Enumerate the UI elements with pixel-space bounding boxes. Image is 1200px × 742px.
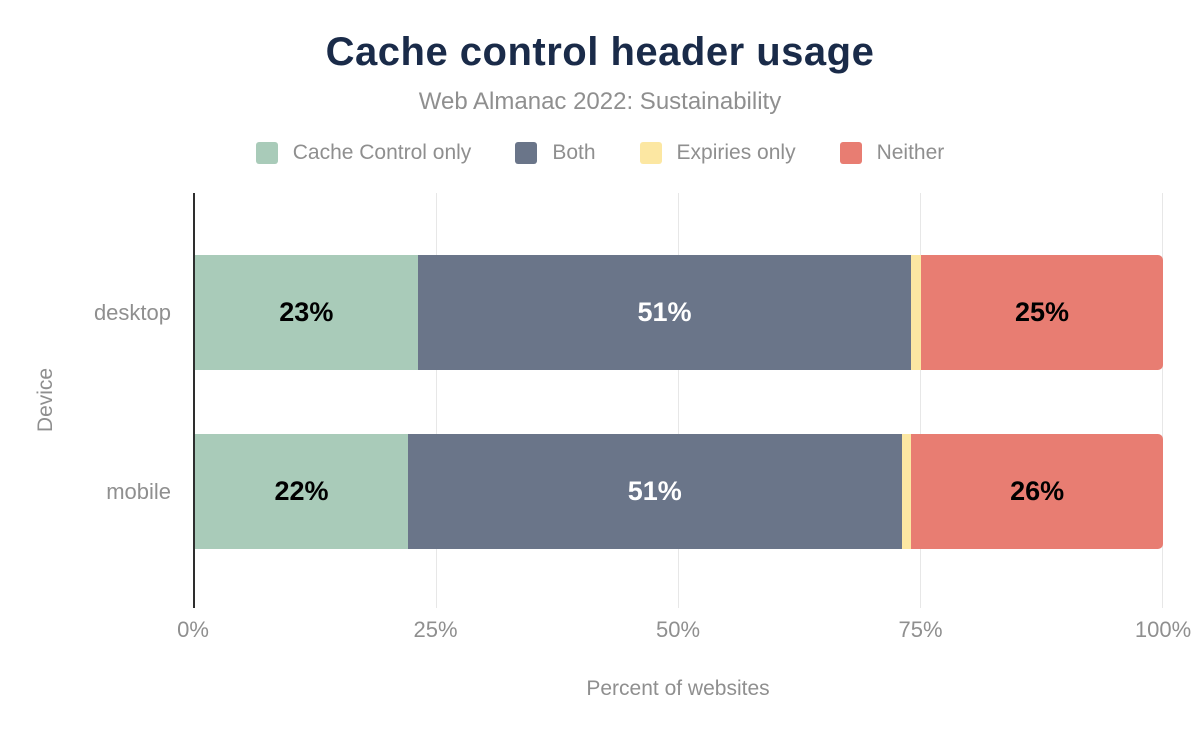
x-tick-label-25: 25% <box>413 617 458 642</box>
legend-swatch-icon <box>839 142 862 164</box>
legend-item-neither[interactable]: Neither <box>839 141 945 165</box>
legend: Cache Control only Both Expiries only Neith… <box>0 141 1200 165</box>
bar-value-label: 51% <box>627 476 682 506</box>
bar-segment-mobile-expiries-only <box>901 434 912 549</box>
legend-label: Cache Control only <box>292 141 472 164</box>
x-axis-ticks: 0% 25% 50% 75% 100% <box>177 617 1191 645</box>
plot-area: 23% 51% 25% 22% 51% 26% <box>193 193 1163 608</box>
x-tick-label-75: 75% <box>898 617 943 642</box>
bar-row-mobile: 22% 51% 26% <box>195 434 1163 549</box>
bar-value-label: 23% <box>279 297 334 327</box>
bar-value-label: 26% <box>1010 476 1065 506</box>
bar-segment-mobile-neither: 26% <box>911 434 1163 549</box>
x-axis-title: Percent of websites <box>586 677 770 700</box>
legend-swatch-icon <box>639 142 662 164</box>
bar-segment-desktop-neither: 25% <box>920 255 1163 370</box>
legend-item-both[interactable]: Both <box>515 141 596 165</box>
bar-value-label: 51% <box>637 297 692 327</box>
legend-label: Neither <box>876 141 945 164</box>
chart-subtitle: Web Almanac 2022: Sustainability <box>418 88 782 115</box>
legend-label: Both <box>552 141 596 164</box>
bar-row-desktop: 23% 51% 25% <box>195 255 1163 370</box>
gridline-75 <box>920 193 921 608</box>
gridline-25 <box>436 193 437 608</box>
bar-segment-desktop-both: 51% <box>417 255 912 370</box>
x-tick-label-100: 100% <box>1134 617 1192 642</box>
bar-segment-mobile-both: 51% <box>407 434 902 549</box>
legend-swatch-icon <box>255 142 278 164</box>
bar-value-label: 22% <box>274 476 329 506</box>
legend-item-expiries-only[interactable]: Expiries only <box>639 141 796 165</box>
bar-value-label: 25% <box>1014 297 1069 327</box>
bar-segment-desktop-expiries-only <box>911 255 921 370</box>
legend-label: Expiries only <box>676 141 796 164</box>
legend-item-cache-control-only[interactable]: Cache Control only <box>255 141 472 165</box>
gridline-100 <box>1162 193 1163 608</box>
bar-segment-desktop-cache-control-only: 23% <box>195 255 418 370</box>
x-tick-label-50: 50% <box>655 617 701 642</box>
category-label-desktop: desktop <box>93 299 171 325</box>
gridline-50 <box>678 193 679 608</box>
chart-title: Cache control header usage <box>325 30 875 74</box>
bar-segment-mobile-cache-control-only: 22% <box>195 434 408 549</box>
y-axis-title: Device <box>34 367 57 433</box>
x-tick-label-0: 0% <box>177 617 209 642</box>
category-label-mobile: mobile <box>106 478 171 504</box>
legend-swatch-icon <box>515 142 538 164</box>
